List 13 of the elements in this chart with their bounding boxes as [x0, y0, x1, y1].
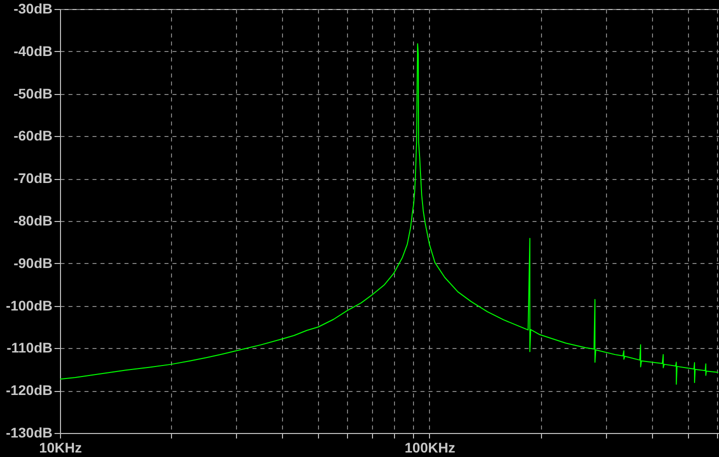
- y-tick-label: -70dB: [14, 170, 52, 186]
- y-tick-label: -110dB: [6, 340, 52, 356]
- x-tick-label: 100KHz: [404, 440, 456, 456]
- y-tick-label: -80dB: [14, 212, 52, 228]
- y-tick-label: -120dB: [6, 382, 52, 398]
- y-tick-label: -30dB: [14, 0, 52, 16]
- x-tick-label: 10KHz: [39, 440, 82, 456]
- y-tick-label: -50dB: [14, 85, 52, 102]
- y-tick-label: -130dB: [6, 424, 52, 440]
- y-tick-label: -60dB: [14, 128, 52, 144]
- y-tick-label: -90dB: [14, 254, 52, 271]
- y-tick-label: -100dB: [6, 297, 52, 314]
- y-tick-label: -40dB: [14, 42, 52, 59]
